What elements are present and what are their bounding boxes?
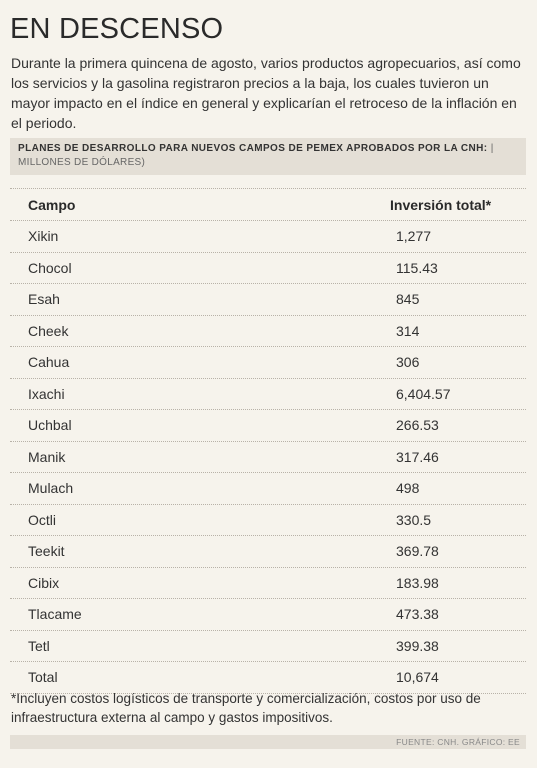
cell-inversion: 6,404.57 — [396, 385, 451, 402]
source-bar: FUENTE: CNH. GRÁFICO: EE — [10, 735, 526, 749]
table-row: Ixachi 6,404.57 — [10, 379, 526, 410]
cell-campo: Cibix — [28, 574, 60, 591]
cell-inversion: 1,277 — [396, 228, 432, 244]
cell-inversion: 115.43 — [396, 259, 438, 276]
cell-inversion: 399.38 — [396, 637, 439, 654]
cell-campo: Ixachi — [28, 385, 65, 402]
cell-inversion: 498 — [396, 480, 420, 496]
cell-inversion: 317.46 — [396, 448, 439, 465]
cell-inversion: 369.78 — [396, 543, 439, 559]
table-total-row: Total 10,674 — [10, 662, 526, 694]
table-caption-box: PLANES DE DESARROLLO PARA NUEVOS CAMPOS … — [10, 138, 526, 175]
table-row: Mulach 498 — [10, 473, 526, 505]
cell-inversion: 266.53 — [396, 417, 439, 433]
table-caption-units: | MILLONES DE DÓLARES) — [18, 143, 494, 168]
table-row: Tetl 399.38 — [10, 631, 526, 662]
cell-inversion: 845 — [396, 291, 420, 307]
table-row: Teekit 369.78 — [10, 536, 526, 568]
cell-inversion: 183.98 — [396, 574, 439, 591]
table-caption-title: PLANES DE DESARROLLO PARA NUEVOS CAMPOS … — [18, 143, 488, 154]
cell-campo: Total — [28, 669, 58, 685]
table-header-row: Campo Inversión total* — [10, 189, 526, 221]
investment-table: Campo Inversión total* Xikin 1,277 Chocol 1… — [10, 188, 526, 694]
table-row: Tlacame 473.38 — [10, 599, 526, 631]
cell-campo: Cahua — [28, 354, 70, 370]
table-row: Esah 845 — [10, 284, 526, 316]
column-header-campo: Campo — [28, 197, 76, 213]
column-header-inversion: Inversión total* — [390, 197, 492, 213]
table-row: Uchbal 266.53 — [10, 410, 526, 442]
table-row: Manik 317.46 — [10, 442, 526, 473]
table-row: Cibix 183.98 — [10, 568, 526, 599]
footnote: *Incluyen costos logísticos de transport… — [11, 691, 481, 725]
cell-campo: Chocol — [28, 259, 72, 276]
cell-campo: Octli — [28, 511, 56, 528]
cell-inversion: 314 — [396, 322, 420, 339]
cell-campo: Cheek — [28, 322, 69, 339]
table-row: Chocol 115.43 — [10, 253, 526, 284]
intro-paragraph: Durante la primera quincena de agosto, v… — [11, 55, 521, 131]
cell-campo: Tetl — [28, 637, 50, 654]
cell-inversion: 306 — [396, 354, 420, 370]
source-credit: FUENTE: CNH. GRÁFICO: EE — [396, 737, 520, 747]
cell-campo: Uchbal — [28, 417, 72, 433]
cell-campo: Mulach — [28, 480, 74, 496]
table-caption: PLANES DE DESARROLLO PARA NUEVOS CAMPOS … — [18, 142, 518, 170]
table-row: Octli 330.5 — [10, 505, 526, 536]
cell-campo: Manik — [28, 448, 66, 465]
cell-campo: Tlacame — [28, 606, 82, 622]
table-row: Xikin 1,277 — [10, 221, 526, 253]
table-row: Cahua 306 — [10, 347, 526, 379]
table-row: Cheek 314 — [10, 316, 526, 347]
cell-campo: Teekit — [28, 543, 65, 559]
cell-inversion: 330.5 — [396, 511, 432, 528]
cell-inversion: 10,674 — [396, 669, 439, 685]
page-title: EN DESCENSO — [10, 13, 224, 45]
cell-inversion: 473.38 — [396, 606, 439, 622]
cell-campo: Esah — [28, 291, 60, 307]
cell-campo: Xikin — [28, 228, 59, 244]
